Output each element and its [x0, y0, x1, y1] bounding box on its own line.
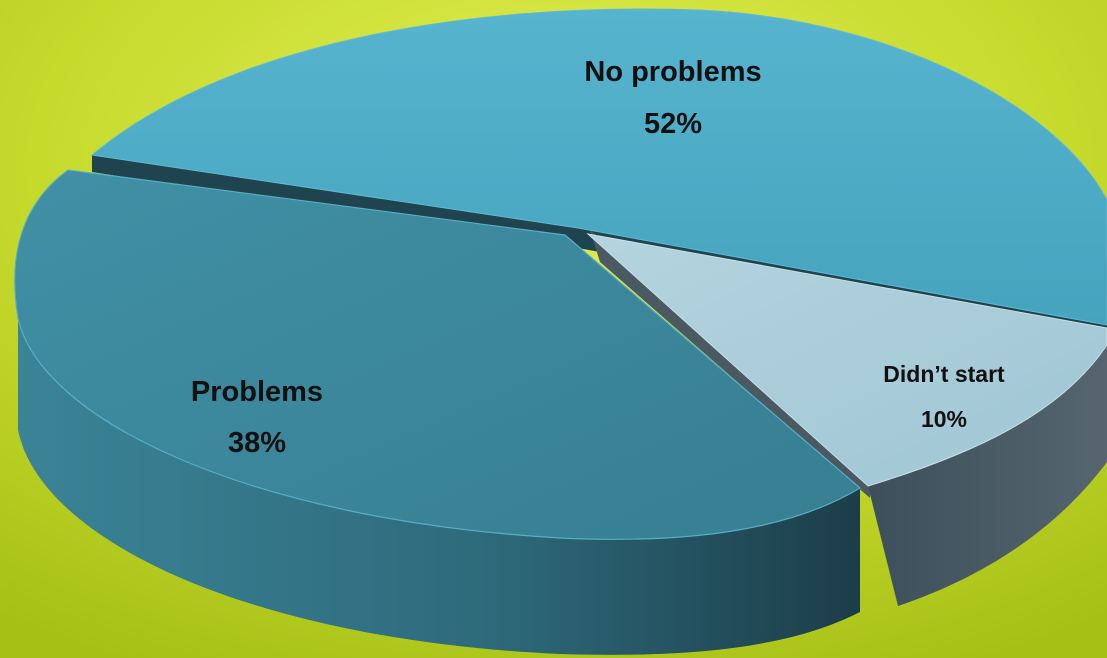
slice-side-didnt-start — [868, 345, 1107, 606]
label-problems: Problems — [191, 376, 323, 408]
slice-side-problems — [18, 318, 860, 655]
slice-top-didnt-start[interactable] — [586, 233, 1107, 487]
slice-top-no-problems[interactable] — [90, 8, 1107, 326]
value-no-problems: 52% — [644, 108, 702, 140]
value-didnt-start: 10% — [921, 406, 967, 432]
label-didnt-start: Didn’t start — [883, 361, 1005, 387]
slice-top-problems[interactable] — [14, 169, 862, 540]
label-no-problems: No problems — [584, 56, 761, 88]
value-problems: 38% — [228, 427, 286, 459]
